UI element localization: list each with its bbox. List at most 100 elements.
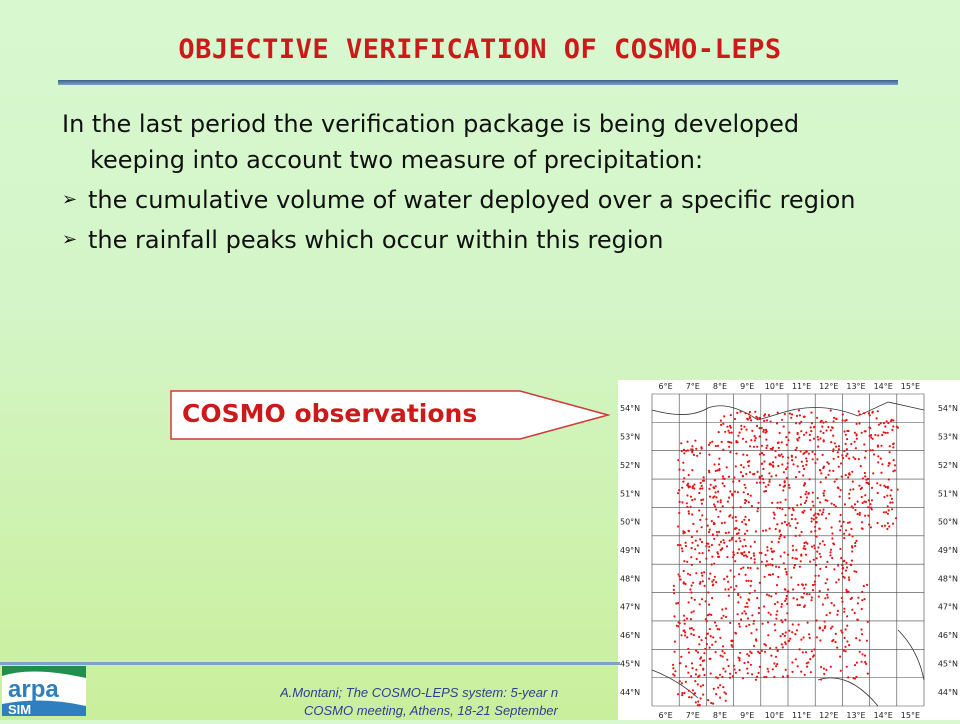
observation-point bbox=[791, 459, 794, 462]
observation-point bbox=[728, 431, 731, 434]
observation-point bbox=[804, 547, 807, 551]
observation-point bbox=[887, 478, 890, 481]
observation-point bbox=[719, 548, 722, 552]
observation-point bbox=[824, 499, 827, 502]
observation-point bbox=[841, 631, 844, 634]
observation-point bbox=[817, 513, 820, 516]
observation-point bbox=[842, 520, 845, 523]
observation-point bbox=[843, 610, 846, 613]
observation-point bbox=[726, 425, 729, 428]
observation-point bbox=[691, 513, 694, 516]
observation-point bbox=[809, 671, 812, 674]
observation-point bbox=[694, 680, 697, 683]
observation-point bbox=[856, 602, 859, 605]
observation-point bbox=[771, 668, 774, 671]
observation-point bbox=[678, 575, 681, 578]
observation-point bbox=[728, 676, 732, 679]
observation-point bbox=[699, 657, 702, 660]
observation-point bbox=[766, 667, 769, 670]
observation-point bbox=[734, 516, 737, 519]
observation-point bbox=[761, 622, 764, 625]
observation-point bbox=[824, 476, 827, 479]
observation-point bbox=[810, 545, 814, 548]
observation-point bbox=[699, 481, 702, 484]
observation-point bbox=[744, 412, 747, 415]
observation-point bbox=[743, 610, 746, 613]
observation-point bbox=[704, 600, 707, 603]
observation-point bbox=[762, 529, 765, 532]
observation-point bbox=[770, 540, 773, 543]
observation-point bbox=[780, 603, 783, 606]
observation-point bbox=[861, 501, 864, 505]
observation-point bbox=[684, 582, 687, 586]
observation-point bbox=[719, 419, 722, 422]
observation-point bbox=[789, 524, 792, 527]
observation-point bbox=[761, 452, 764, 455]
observation-point bbox=[743, 518, 746, 521]
observation-point bbox=[800, 530, 803, 534]
observation-point bbox=[758, 416, 761, 420]
observation-point bbox=[727, 664, 730, 668]
observation-point bbox=[855, 637, 858, 640]
observation-point bbox=[873, 453, 876, 456]
observation-point bbox=[756, 417, 759, 420]
observation-point bbox=[715, 496, 718, 499]
observation-point bbox=[711, 440, 714, 443]
observation-point bbox=[870, 508, 873, 511]
observation-point bbox=[705, 620, 708, 623]
observation-point bbox=[853, 570, 856, 573]
observation-point bbox=[802, 547, 805, 550]
observation-point bbox=[829, 548, 833, 551]
observation-point bbox=[800, 670, 803, 673]
observation-point bbox=[888, 525, 891, 528]
observation-point bbox=[839, 513, 842, 517]
observation-point bbox=[709, 672, 712, 675]
observation-point bbox=[752, 644, 756, 647]
observation-point bbox=[718, 555, 721, 558]
observation-point bbox=[851, 550, 854, 553]
observation-point bbox=[762, 467, 765, 471]
observation-point bbox=[796, 522, 799, 525]
observation-point bbox=[861, 590, 864, 593]
observation-point bbox=[830, 602, 833, 605]
observation-point bbox=[678, 468, 681, 471]
observation-point bbox=[722, 422, 725, 425]
observation-point bbox=[781, 508, 784, 511]
observation-point bbox=[872, 472, 875, 475]
observation-point bbox=[866, 672, 869, 675]
observation-point bbox=[703, 571, 706, 574]
observation-point bbox=[840, 629, 843, 632]
observation-point bbox=[767, 483, 770, 486]
observation-point bbox=[744, 612, 747, 615]
lon-label-bottom: 10°E bbox=[765, 711, 784, 720]
observation-point bbox=[734, 671, 737, 674]
observation-point bbox=[681, 550, 684, 553]
observation-point bbox=[744, 523, 748, 526]
observation-point bbox=[811, 589, 814, 592]
observation-point bbox=[826, 461, 829, 464]
observation-point bbox=[779, 635, 782, 638]
observation-point bbox=[843, 636, 846, 639]
callout-label: COSMO observations bbox=[182, 399, 478, 428]
observation-point bbox=[812, 426, 816, 429]
observation-point bbox=[786, 674, 789, 677]
observation-point bbox=[763, 460, 766, 463]
observation-point bbox=[721, 650, 724, 653]
observation-point bbox=[687, 601, 690, 604]
observation-point bbox=[843, 503, 846, 506]
observation-point bbox=[785, 468, 788, 471]
observation-point bbox=[827, 462, 830, 465]
observation-point bbox=[775, 584, 779, 587]
observation-point bbox=[700, 540, 703, 544]
observation-point bbox=[708, 495, 712, 498]
observation-point bbox=[731, 536, 734, 539]
lon-label-top: 10°E bbox=[765, 382, 784, 391]
observation-point bbox=[792, 509, 795, 512]
observation-point bbox=[886, 494, 889, 497]
observation-point bbox=[755, 628, 758, 631]
observation-point bbox=[715, 508, 718, 511]
observation-point bbox=[775, 565, 778, 568]
observation-point bbox=[772, 511, 775, 514]
observation-point bbox=[820, 472, 823, 475]
observation-point bbox=[727, 531, 730, 534]
